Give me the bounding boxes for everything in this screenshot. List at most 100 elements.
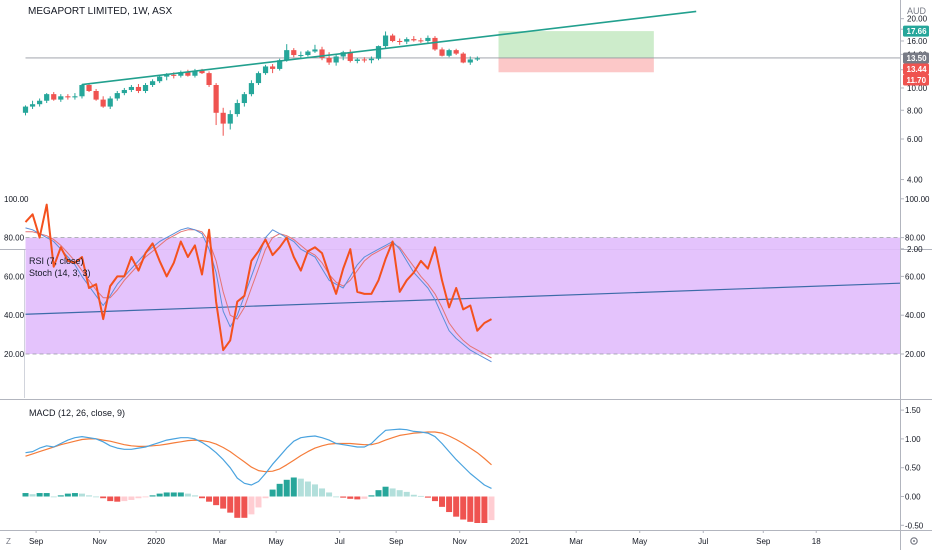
candle[interactable]	[390, 33, 396, 43]
target-zone[interactable]	[498, 31, 654, 58]
candle-body	[326, 57, 332, 63]
candle[interactable]	[22, 105, 29, 116]
macd-tick-label: -0.50	[905, 521, 924, 530]
candle[interactable]	[248, 80, 255, 97]
rsi-pane[interactable]	[24, 203, 901, 363]
candle[interactable]	[333, 54, 339, 66]
rsi-axis[interactable]: 20.00 40.00 60.00 80.00 100.00 20.00 40.00 60.0…	[4, 195, 930, 359]
candle[interactable]	[432, 36, 438, 51]
stop-zone[interactable]	[498, 57, 654, 73]
candle[interactable]	[213, 83, 219, 126]
candle[interactable]	[255, 71, 262, 86]
candle[interactable]	[305, 50, 311, 57]
macd-histogram-bar	[283, 479, 290, 497]
stoch-d-line[interactable]	[25, 229, 492, 359]
candle[interactable]	[319, 46, 325, 61]
macd-histogram-bar	[64, 493, 71, 497]
candle[interactable]	[326, 52, 332, 65]
candle[interactable]	[206, 71, 212, 87]
candle[interactable]	[411, 36, 417, 42]
trendline[interactable]	[81, 10, 697, 86]
macd-axis[interactable]: -0.50 0.00 0.50 1.00 1.50	[900, 406, 924, 530]
time-axis[interactable]: Sep Nov 2020 Mar May Jul Sep Nov 2021 Mar May Jul Se…	[29, 530, 821, 546]
candle[interactable]	[354, 57, 360, 64]
candle[interactable]	[121, 87, 127, 96]
candle[interactable]	[439, 47, 445, 57]
candle[interactable]	[347, 49, 353, 63]
candle[interactable]	[86, 83, 92, 93]
candle-body	[199, 70, 205, 74]
candle[interactable]	[93, 88, 99, 101]
candle[interactable]	[397, 38, 403, 45]
candle[interactable]	[404, 37, 410, 45]
candle[interactable]	[178, 70, 184, 78]
candle[interactable]	[340, 50, 346, 61]
candle[interactable]	[149, 79, 156, 87]
candle-body	[368, 58, 375, 61]
candle[interactable]	[157, 74, 163, 84]
macd-histogram-bar	[128, 496, 135, 500]
candle[interactable]	[142, 83, 149, 94]
candle[interactable]	[312, 44, 318, 53]
rsi-title[interactable]: RSI (7, close)	[29, 256, 84, 266]
macd-line[interactable]	[25, 428, 492, 489]
candle[interactable]	[291, 48, 297, 58]
candle[interactable]	[185, 69, 191, 77]
candle[interactable]	[418, 37, 424, 43]
price-axis[interactable]: 2.004.006.008.0010.0012.0014.0016.0018.0…	[900, 15, 929, 254]
candle[interactable]	[467, 56, 473, 65]
candle[interactable]	[375, 45, 382, 61]
price-pane[interactable]	[22, 10, 900, 136]
macd-histogram-bar	[319, 488, 326, 497]
symbol-title[interactable]: MEGAPORT LIMITED, 1W, ASX	[28, 6, 173, 17]
candle[interactable]	[234, 99, 240, 117]
price-badge-bg	[903, 63, 929, 75]
candle[interactable]	[284, 44, 290, 62]
candle[interactable]	[72, 93, 78, 100]
candle[interactable]	[128, 85, 134, 93]
candle-body	[107, 98, 113, 107]
candle[interactable]	[79, 84, 85, 99]
candle[interactable]	[100, 96, 106, 108]
time-tick-label: Sep	[756, 537, 771, 546]
candle[interactable]	[135, 84, 142, 94]
macd-histogram-bar	[107, 496, 114, 502]
candle[interactable]	[58, 94, 64, 102]
candle[interactable]	[107, 96, 113, 110]
stoch-title[interactable]: Stoch (14, 3, 3)	[29, 268, 91, 278]
candle[interactable]	[227, 110, 233, 130]
candle[interactable]	[446, 48, 452, 58]
macd-pane[interactable]	[22, 428, 495, 523]
candle[interactable]	[474, 56, 480, 61]
candle[interactable]	[425, 35, 431, 44]
candle[interactable]	[29, 100, 36, 110]
macd-histogram-bar	[57, 495, 64, 497]
candle[interactable]	[114, 91, 120, 101]
price-tick-label: 16.00	[907, 37, 928, 46]
macd-title[interactable]: MACD (12, 26, close, 9)	[29, 408, 126, 418]
macd-tick-label: 0.00	[905, 493, 921, 502]
candle[interactable]	[361, 57, 367, 63]
timezone-icon[interactable]: Z	[6, 537, 11, 546]
candle[interactable]	[382, 31, 389, 49]
candle[interactable]	[65, 94, 71, 100]
candle-body	[319, 49, 325, 58]
candle[interactable]	[37, 98, 43, 107]
candle[interactable]	[262, 64, 269, 75]
candle[interactable]	[44, 93, 50, 104]
candle[interactable]	[220, 107, 226, 136]
candle[interactable]	[270, 64, 276, 74]
candle[interactable]	[298, 51, 304, 58]
rsi-line[interactable]	[24, 203, 492, 352]
candle[interactable]	[51, 92, 57, 101]
candle[interactable]	[241, 92, 247, 107]
macd-signal-line[interactable]	[25, 431, 492, 473]
candle[interactable]	[460, 52, 466, 64]
candle-body	[114, 93, 120, 99]
gear-icon[interactable]	[910, 537, 918, 545]
candle[interactable]	[453, 48, 459, 56]
time-tick-label: Mar	[213, 537, 227, 546]
rsi-trendline[interactable]	[25, 282, 901, 315]
candle[interactable]	[368, 56, 375, 64]
